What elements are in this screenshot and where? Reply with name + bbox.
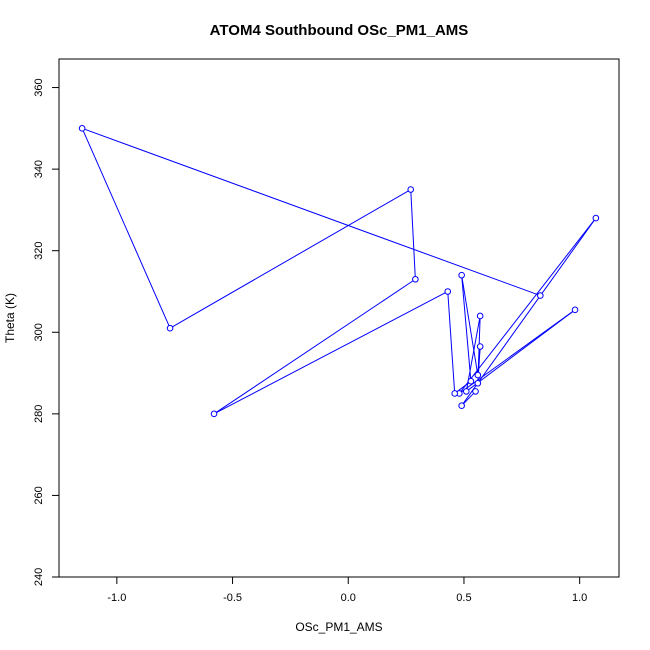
x-tick-label: 0.0: [341, 592, 356, 604]
data-point: [537, 292, 544, 299]
data-point: [571, 306, 579, 314]
series-segment: [213, 278, 416, 415]
data-point: [476, 343, 484, 350]
y-axis-label: Theta (K): [3, 293, 17, 343]
data-point: [166, 324, 174, 332]
y-tick-label: 340: [33, 160, 45, 178]
series-segment: [410, 189, 416, 280]
series-points: [78, 125, 600, 418]
y-tick-label: 260: [33, 486, 45, 504]
data-point: [474, 379, 482, 387]
x-axis-label: OSc_PM1_AMS: [295, 620, 382, 634]
y-tick-label: 360: [33, 78, 45, 96]
series-segment: [81, 128, 171, 329]
data-point: [458, 402, 465, 409]
chart-title: ATOM4 Southbound OSc_PM1_AMS: [210, 22, 469, 39]
data-point: [467, 377, 475, 385]
x-tick-label: 0.5: [456, 592, 471, 604]
series-segment: [465, 309, 576, 392]
series-segment: [458, 217, 597, 394]
data-point: [412, 275, 419, 283]
series-segment: [81, 127, 541, 297]
data-point: [458, 271, 465, 279]
y-axis: 240 260 280 300 320 340 360: [33, 78, 60, 586]
data-point: [476, 312, 484, 320]
data-point: [78, 125, 86, 132]
x-axis: -1.0 -0.5 0.0 0.5 1.0: [107, 576, 587, 604]
data-point: [210, 410, 218, 418]
series-segment: [447, 291, 456, 394]
data-point: [407, 186, 415, 193]
y-tick-label: 240: [33, 568, 45, 586]
x-tick-label: -0.5: [223, 592, 242, 604]
series-lines: [81, 127, 597, 415]
series-segment: [461, 275, 479, 376]
series-segment: [477, 346, 481, 376]
data-point: [444, 288, 452, 295]
series-segment: [465, 315, 481, 392]
series-segment: [461, 275, 472, 382]
x-tick-label: -1.0: [107, 592, 126, 604]
y-tick-label: 300: [33, 323, 45, 341]
y-tick-label: 320: [33, 242, 45, 260]
y-tick-label: 280: [33, 405, 45, 423]
series-segment: [169, 189, 411, 329]
data-point: [592, 214, 600, 222]
data-point: [474, 371, 482, 379]
plot-frame: [58, 58, 620, 578]
data-point: [472, 388, 479, 395]
data-point: [462, 388, 470, 395]
series-segment: [461, 217, 597, 406]
x-tick-label: 1.0: [572, 592, 587, 604]
data-point: [451, 390, 459, 397]
series-segment: [213, 291, 448, 415]
